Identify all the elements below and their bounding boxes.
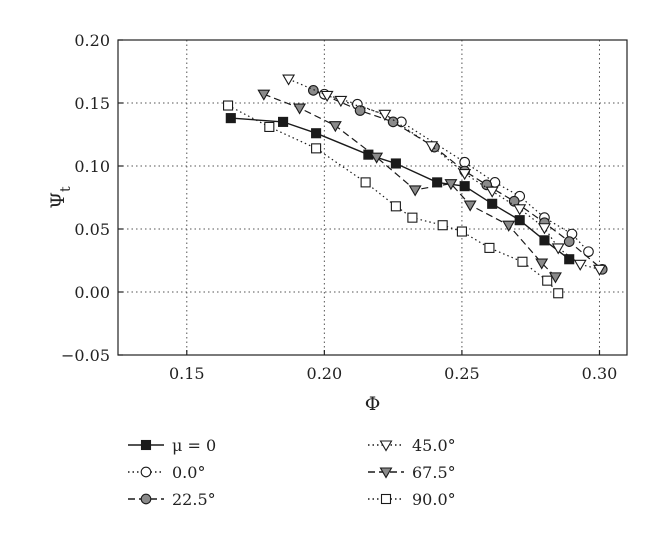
- y-axis-label-main: Ψ: [47, 192, 69, 209]
- legend-item: 45.0°: [368, 436, 456, 455]
- legend-marker: [380, 493, 392, 505]
- data-point: [583, 246, 594, 258]
- data-point: [378, 109, 392, 121]
- data-point: [538, 223, 551, 235]
- y-tick-label: 0.00: [74, 283, 110, 302]
- x-tick-label: 0.25: [444, 364, 480, 383]
- data-point: [307, 85, 319, 96]
- data-point: [485, 186, 499, 198]
- legend: μ = 0 0.0° 22.5° 45.0° 67.5° 90.0°: [128, 436, 456, 509]
- data-point: [328, 121, 342, 133]
- data-point: [370, 152, 384, 164]
- data-point: [573, 259, 587, 271]
- data-point: [278, 116, 289, 127]
- y-tick-label: 0.15: [74, 94, 110, 113]
- data-point: [293, 103, 307, 115]
- y-axis-label: Ψt: [47, 186, 74, 209]
- x-tick-label: 0.30: [582, 364, 618, 383]
- legend-label: 0.0°: [172, 463, 205, 482]
- data-point: [354, 105, 366, 116]
- data-point: [564, 254, 575, 265]
- legend-label: 67.5°: [412, 463, 456, 482]
- y-tick-label: 0.05: [74, 220, 110, 239]
- x-tick-label: 0.15: [169, 364, 205, 383]
- y-tick-label: −0.05: [61, 346, 110, 365]
- data-point: [387, 116, 399, 128]
- data-point: [432, 177, 443, 188]
- series-0: [225, 113, 575, 265]
- data-point: [459, 181, 470, 192]
- x-tick-label: 0.20: [307, 364, 343, 383]
- data-point: [535, 258, 549, 270]
- series-3: [282, 74, 606, 276]
- data-point: [517, 256, 528, 267]
- data-point: [514, 215, 525, 226]
- legend-item: 22.5°: [128, 490, 216, 509]
- legend-item: 90.0°: [368, 490, 456, 509]
- y-axis-label-sub: t: [58, 186, 74, 192]
- data-point: [225, 113, 236, 124]
- series-line: [313, 89, 603, 270]
- data-point: [282, 74, 296, 86]
- data-point: [551, 243, 565, 255]
- data-point: [223, 100, 234, 111]
- data-point: [487, 198, 498, 209]
- legend-item: μ = 0: [128, 436, 216, 455]
- data-point: [542, 275, 553, 286]
- data-point: [390, 158, 401, 169]
- legend-label: 45.0°: [412, 436, 456, 455]
- data-point: [320, 90, 334, 103]
- data-point: [459, 156, 471, 168]
- data-point: [360, 177, 371, 188]
- data-point: [484, 242, 495, 253]
- data-point: [553, 288, 564, 299]
- legend-label: 22.5°: [172, 490, 216, 509]
- plot-frame: [117, 39, 628, 356]
- data-point: [444, 179, 458, 191]
- legend-marker: [379, 467, 393, 479]
- data-point: [311, 143, 322, 154]
- legend-item: 0.0°: [128, 463, 205, 482]
- data-point: [513, 204, 527, 216]
- legend-label: 90.0°: [412, 490, 456, 509]
- data-point: [257, 89, 271, 101]
- legend-marker: [379, 440, 393, 452]
- series-line: [263, 93, 556, 278]
- y-tick-label: 0.10: [74, 157, 110, 176]
- series-4: [257, 89, 562, 284]
- series-line: [230, 117, 570, 260]
- series-line: [227, 104, 559, 294]
- data-point: [502, 220, 516, 232]
- legend-marker: [140, 493, 152, 505]
- data-point: [456, 226, 467, 237]
- data-point: [458, 169, 472, 181]
- data-point: [539, 235, 550, 246]
- data-point: [463, 200, 477, 212]
- data-point: [407, 212, 418, 223]
- data-point: [425, 141, 439, 153]
- data-point: [508, 195, 520, 207]
- data-point: [311, 128, 322, 139]
- data-point: [408, 185, 422, 197]
- data-point: [593, 264, 606, 276]
- data-point: [549, 272, 562, 284]
- series-line: [288, 78, 600, 270]
- legend-label: μ = 0: [172, 436, 216, 455]
- series-line: [324, 93, 589, 253]
- axis-ticks: 0.15 0.20 0.25 0.30 −0.05 0.00 0.05 0.10 0.15 0.2…: [61, 31, 617, 383]
- series-layer: [223, 74, 608, 299]
- data-point: [334, 95, 348, 108]
- legend-item: 67.5°: [368, 463, 456, 482]
- y-tick-label: 0.20: [74, 31, 110, 50]
- legend-marker: [140, 439, 152, 451]
- legend-marker: [140, 466, 152, 478]
- x-axis-label: Φ: [365, 393, 381, 415]
- data-point: [390, 201, 401, 212]
- data-point: [563, 236, 575, 247]
- grid: [118, 39, 627, 356]
- data-point: [437, 220, 448, 231]
- data-point: [264, 121, 275, 132]
- series-5: [223, 100, 564, 299]
